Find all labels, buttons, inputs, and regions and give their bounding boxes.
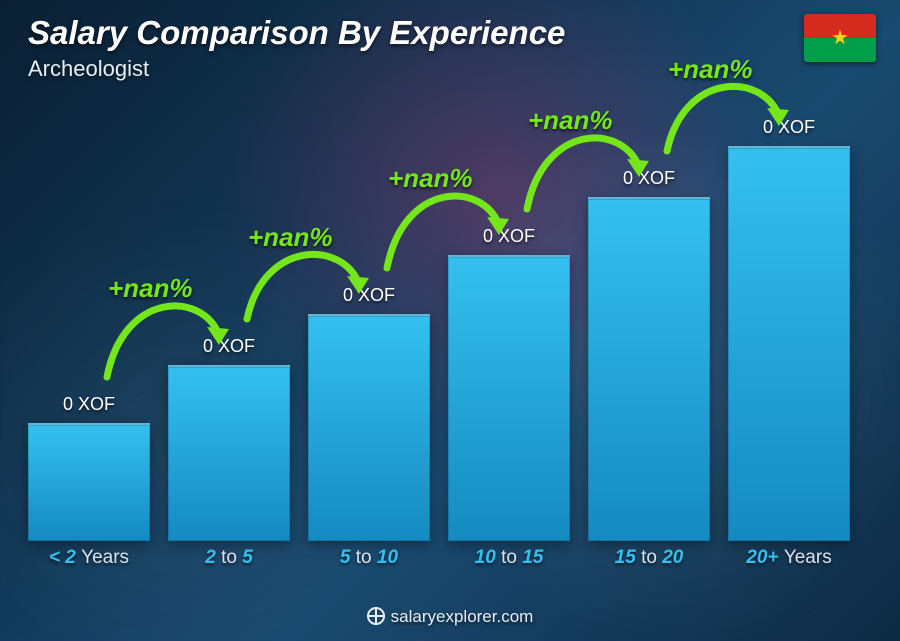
chart-canvas: Salary Comparison By Experience Archeolo… bbox=[0, 0, 900, 641]
footer: salaryexplorer.com bbox=[0, 607, 900, 627]
bar-value-label: 0 XOF bbox=[448, 226, 570, 247]
bar bbox=[588, 197, 710, 541]
bar bbox=[728, 146, 850, 541]
x-tick: 10 to 15 bbox=[448, 547, 570, 569]
delta-label: +nan% bbox=[388, 163, 473, 194]
bar-slot: 0 XOF bbox=[448, 255, 570, 541]
bar-value-label: 0 XOF bbox=[28, 394, 150, 415]
bar-slot: 0 XOF bbox=[168, 365, 290, 541]
x-tick: < 2 Years bbox=[28, 547, 150, 569]
footer-text: salaryexplorer.com bbox=[391, 607, 534, 626]
chart-subtitle: Archeologist bbox=[28, 56, 149, 82]
bar bbox=[448, 255, 570, 541]
bar-slot: 0 XOF bbox=[28, 423, 150, 541]
globe-icon bbox=[367, 607, 385, 625]
bars-container: 0 XOF0 XOF0 XOF0 XOF0 XOF0 XOF+nan%+nan%… bbox=[28, 121, 850, 541]
bar-chart: 0 XOF0 XOF0 XOF0 XOF0 XOF0 XOF+nan%+nan%… bbox=[28, 100, 850, 569]
delta-label: +nan% bbox=[248, 222, 333, 253]
delta-label: +nan% bbox=[528, 105, 613, 136]
bar-slot: 0 XOF bbox=[588, 197, 710, 541]
country-flag: ★ bbox=[804, 14, 876, 62]
x-tick: 20+ Years bbox=[728, 547, 850, 569]
x-tick: 15 to 20 bbox=[588, 547, 710, 569]
chart-title: Salary Comparison By Experience bbox=[28, 14, 565, 52]
bar-value-label: 0 XOF bbox=[308, 285, 430, 306]
bar-value-label: 0 XOF bbox=[588, 168, 710, 189]
x-tick: 5 to 10 bbox=[308, 547, 430, 569]
bar bbox=[28, 423, 150, 541]
bar-value-label: 0 XOF bbox=[728, 117, 850, 138]
x-tick: 2 to 5 bbox=[168, 547, 290, 569]
delta-label: +nan% bbox=[108, 273, 193, 304]
flag-star-icon: ★ bbox=[831, 28, 849, 48]
bar-slot: 0 XOF bbox=[308, 314, 430, 541]
bar bbox=[168, 365, 290, 541]
delta-label: +nan% bbox=[668, 54, 753, 85]
bar-value-label: 0 XOF bbox=[168, 336, 290, 357]
x-axis: < 2 Years 2 to 5 5 to 10 10 to 15 15 to 20 20… bbox=[28, 547, 850, 569]
bar bbox=[308, 314, 430, 541]
bar-slot: 0 XOF bbox=[728, 146, 850, 541]
